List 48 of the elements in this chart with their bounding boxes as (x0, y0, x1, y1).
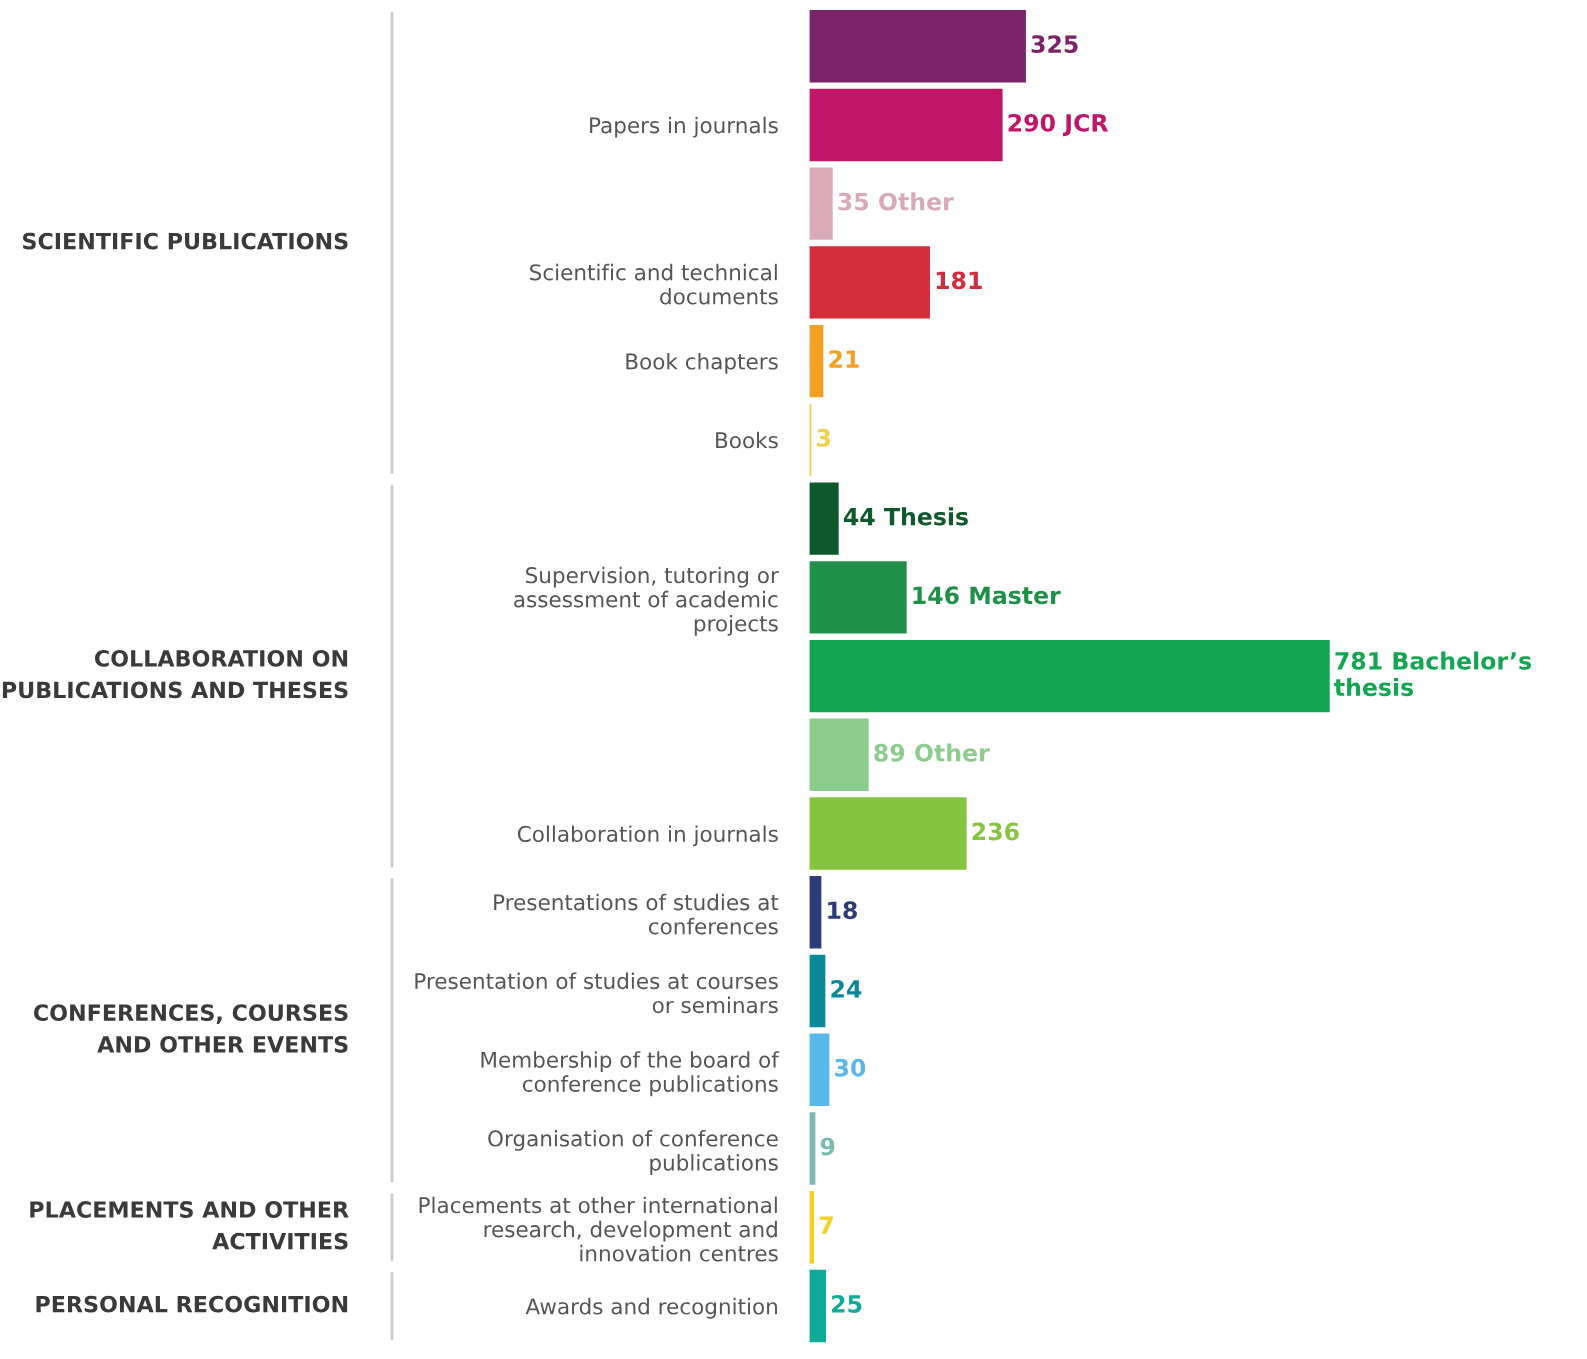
data-label: 181 (936, 271, 982, 290)
bar (809, 482, 839, 555)
bar (809, 561, 907, 634)
y-tick-label: Scientific and technical documents (530, 263, 778, 305)
data-label: 325 (1031, 35, 1078, 54)
bar (809, 1033, 830, 1107)
bar (809, 797, 967, 870)
data-label: 30 (835, 1058, 866, 1077)
bar (809, 246, 930, 319)
bar (809, 88, 1003, 162)
text: COLLABORATION ON PUBLICATIONS AND THESES (2, 649, 348, 699)
y-tick-label: Placements at other international research, development and innovation centres (419, 1196, 778, 1262)
data-label: 290 JCR (1008, 113, 1109, 137)
y-tick-label: Papers in journals (590, 116, 778, 138)
data-label: 7 (819, 1216, 833, 1234)
y-tick-label: Collaboration in journals (517, 825, 778, 847)
bar (809, 876, 822, 949)
data-label: 25 (832, 1295, 862, 1313)
data-label: 146 Master (913, 586, 1061, 605)
text: SCIENTIFIC PUBLICATIONS (23, 232, 348, 250)
text: PERSONAL RECOGNITION (36, 1295, 348, 1313)
y-tick-label: Organisation of conference publications (488, 1129, 778, 1175)
bar (809, 167, 833, 240)
data-label: 35 Other (838, 192, 954, 211)
data-label: 24 (831, 980, 862, 998)
y-tick-label: Membership of the board of conference publications (481, 1051, 780, 1097)
data-label: 236 (972, 822, 1019, 841)
text: CONFERENCES, COURSES AND OTHER EVENTS (33, 1004, 348, 1053)
y-tick-label: Awards and recognition (525, 1297, 777, 1319)
data-label: 21 (829, 350, 859, 368)
y-tick-label: Books (716, 431, 778, 449)
data-label: 9 (820, 1137, 835, 1156)
y-tick-label: Book chapters (626, 352, 778, 374)
y-tick-label: Presentations of studies at conferences (494, 893, 779, 935)
data-label: 18 (828, 901, 857, 920)
bar (809, 9, 1026, 83)
y-tick-label: Presentation of studies at courses or seminars (415, 972, 778, 1014)
bar (809, 718, 869, 792)
bar (809, 1269, 827, 1343)
data-label: 89 Other (874, 743, 990, 762)
bar (809, 954, 826, 1028)
data-label: 44 Thesis (843, 507, 968, 526)
data-label: 781 Bachelor’s thesis (1334, 651, 1531, 697)
text: PLACEMENTS AND OTHER ACTIVITIES (30, 1201, 349, 1250)
data-label: 3 (817, 428, 831, 447)
bar (809, 324, 824, 398)
bar (809, 639, 1330, 713)
y-tick-label: Supervision, tutoring or assessment of academic projects (514, 566, 779, 636)
